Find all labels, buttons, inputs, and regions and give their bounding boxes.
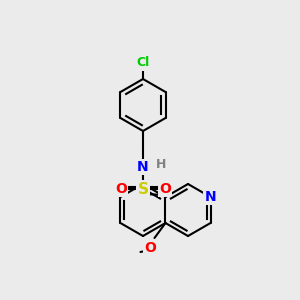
Text: O: O (145, 241, 156, 255)
Text: N: N (137, 160, 149, 174)
Text: N: N (205, 190, 216, 204)
Text: H: H (156, 158, 166, 172)
Text: O: O (159, 182, 171, 196)
Text: S: S (137, 182, 148, 196)
Text: Cl: Cl (136, 56, 150, 70)
Text: O: O (115, 182, 127, 196)
